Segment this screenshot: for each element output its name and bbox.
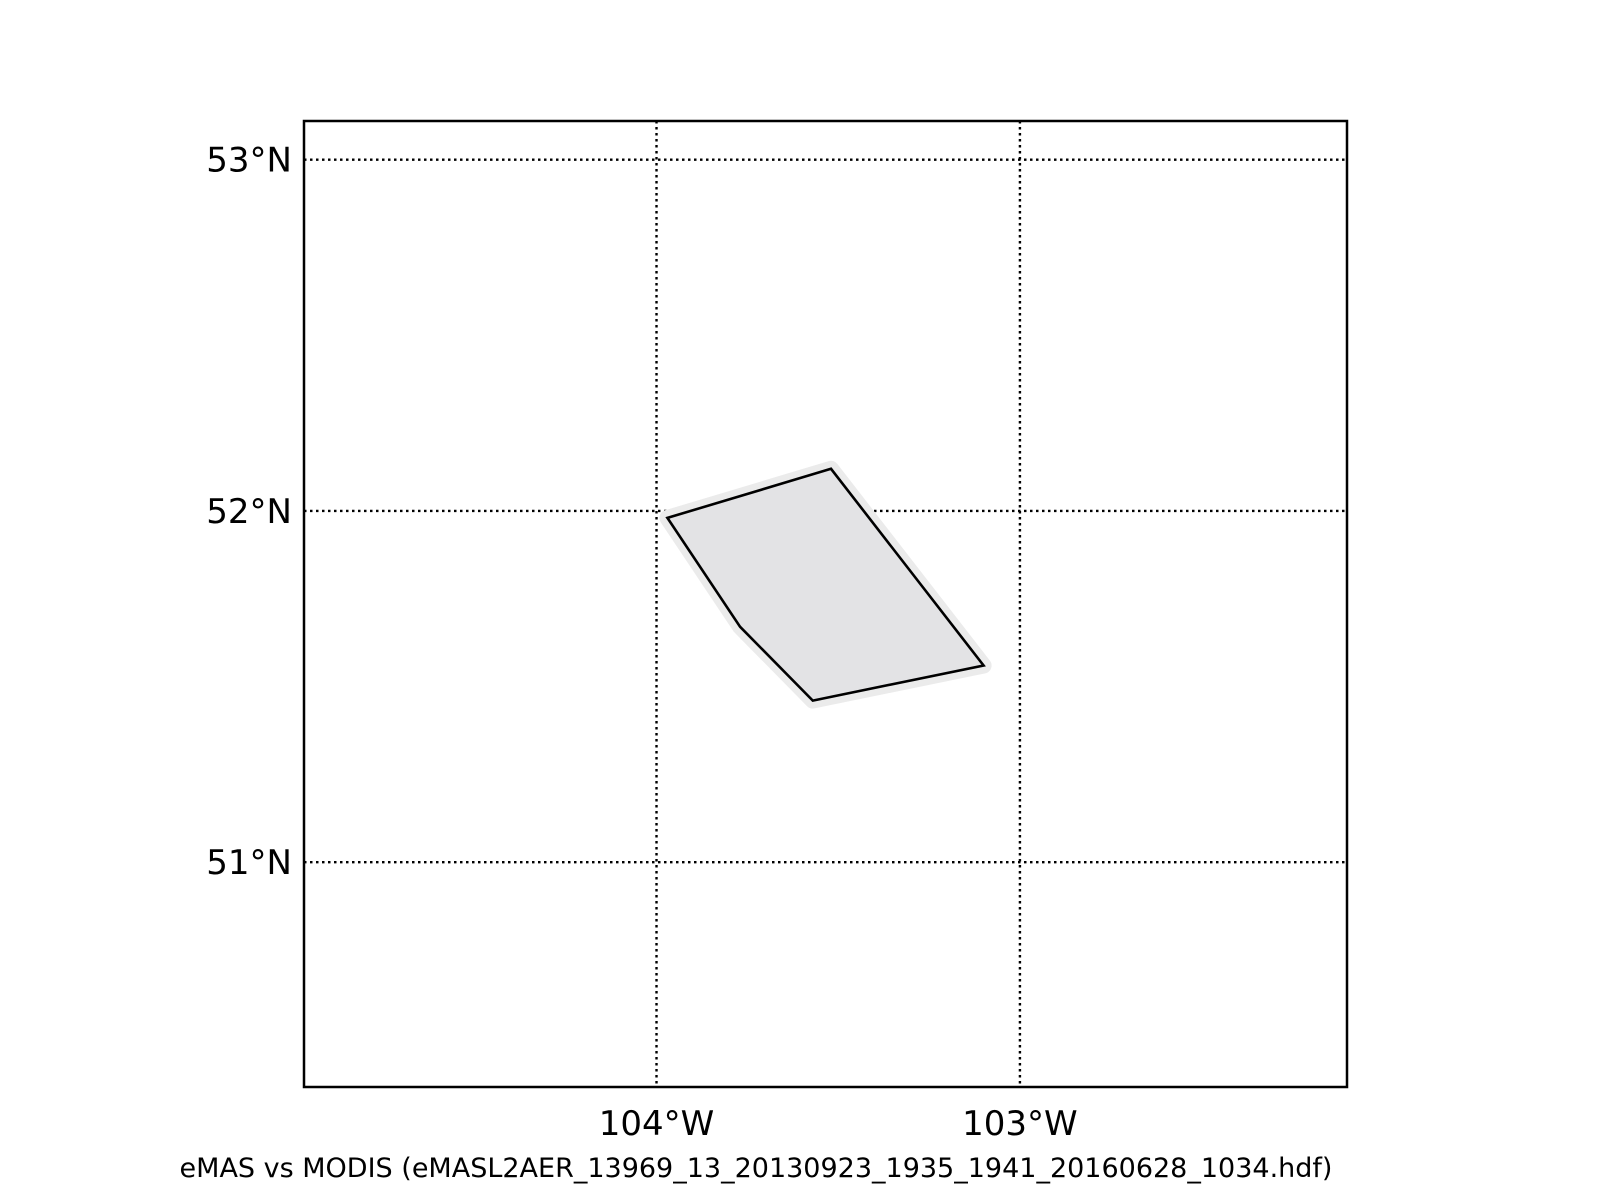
latitude-tick-label: 52°N <box>206 492 292 532</box>
swath-outline <box>665 467 986 703</box>
longitude-tick-label: 104°W <box>599 1104 715 1144</box>
map-frame <box>302 119 1349 1089</box>
longitude-tick-label: 103°W <box>962 1104 1078 1144</box>
swath-fill <box>667 468 984 701</box>
swath-layer <box>659 460 992 709</box>
figure-caption: eMAS vs MODIS (eMASL2AER_13969_13_201309… <box>180 1153 1333 1184</box>
graticule <box>304 121 1347 1087</box>
latitude-tick-label: 53°N <box>206 141 292 181</box>
tick-labels: 104°W 103°W 53°N 52°N 51°N <box>206 141 1077 1144</box>
latitude-tick-label: 51°N <box>206 843 292 883</box>
